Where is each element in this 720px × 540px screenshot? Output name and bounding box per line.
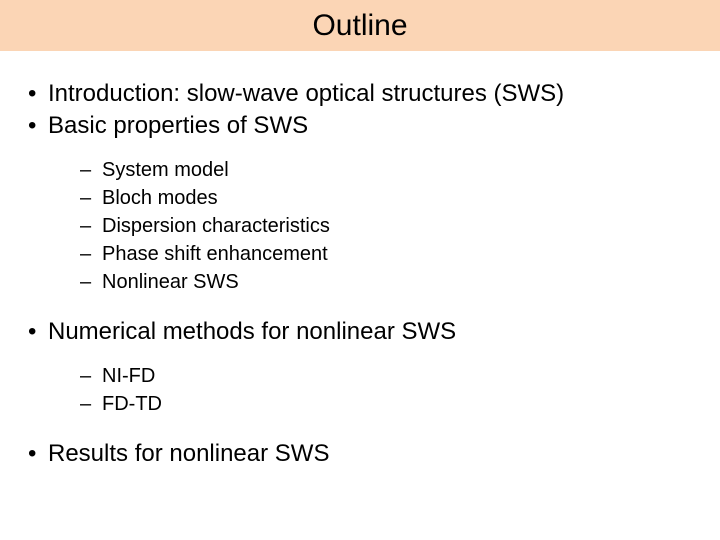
list-item-text: Numerical methods for nonlinear SWS — [48, 318, 456, 345]
list-item: NI-FD — [78, 363, 696, 390]
list-item-text: Dispersion characteristics — [102, 215, 330, 237]
list-item: Basic properties of SWS System model Blo… — [24, 111, 696, 315]
list-item: System model — [78, 157, 696, 184]
list-item: Bloch modes — [78, 185, 696, 212]
sub-list: System model Bloch modes Dispersion char… — [48, 141, 696, 315]
list-item-text: Phase shift enhancement — [102, 243, 328, 265]
list-item: Introduction: slow-wave optical structur… — [24, 79, 696, 109]
list-item: FD-TD — [78, 391, 696, 418]
list-item: Numerical methods for nonlinear SWS NI-F… — [24, 317, 696, 437]
list-item: Phase shift enhancement — [78, 241, 696, 268]
list-item-text: FD-TD — [102, 393, 162, 415]
list-item-text: Basic properties of SWS — [48, 112, 308, 139]
list-item-text: Bloch modes — [102, 187, 218, 209]
sub-list: NI-FD FD-TD — [48, 347, 696, 437]
list-item: Results for nonlinear SWS — [24, 439, 696, 469]
title-bar: Outline — [0, 0, 720, 51]
list-item: Nonlinear SWS — [78, 269, 696, 296]
list-item-text: Nonlinear SWS — [102, 271, 239, 293]
list-item-text: Results for nonlinear SWS — [48, 440, 329, 467]
list-item-text: NI-FD — [102, 365, 155, 387]
list-item-text: Introduction: slow-wave optical structur… — [48, 80, 564, 107]
list-item: Dispersion characteristics — [78, 213, 696, 240]
list-item-text: System model — [102, 159, 229, 181]
slide-content: Introduction: slow-wave optical structur… — [0, 51, 720, 469]
outline-list: Introduction: slow-wave optical structur… — [24, 79, 696, 469]
slide-title: Outline — [312, 9, 407, 43]
